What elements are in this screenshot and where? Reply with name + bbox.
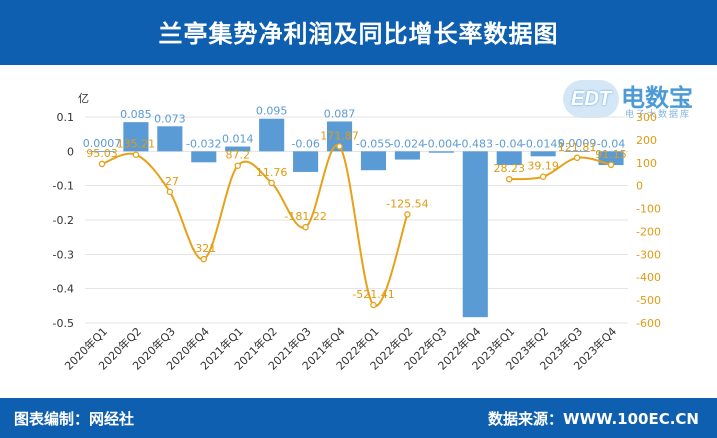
bar-label-11: -0.483	[458, 137, 493, 150]
line-label-3: -321	[191, 242, 216, 255]
growth-line-1	[509, 156, 612, 181]
y2-tick-label: -200	[636, 225, 661, 238]
y2-tick-label: -100	[636, 203, 661, 216]
bar-label-6: -0.06	[291, 137, 319, 150]
line-point-2	[166, 188, 174, 196]
line-label-9: -125.54	[386, 197, 428, 210]
logo-subtext: 电子大数据库	[625, 110, 692, 120]
y2-tick-label: 0	[636, 180, 643, 193]
line-point-6	[302, 223, 309, 231]
footer-left: 图表编制：网经社	[14, 410, 135, 428]
bar-9	[394, 151, 420, 160]
line-label-13: 39.19	[527, 160, 559, 173]
line-label-1: 135.21	[117, 138, 156, 151]
bar-6	[293, 151, 319, 172]
line-label-4: 87.2	[225, 149, 250, 162]
y-tick-label: 0.1	[57, 111, 75, 124]
y2-tick-label: 100	[636, 157, 657, 170]
line-label-14: 121.81	[558, 141, 597, 154]
y-tick-label: -0.1	[53, 180, 74, 193]
bar-label-9: -0.024	[390, 137, 425, 150]
bar-8	[360, 151, 387, 171]
bar-10	[428, 151, 454, 153]
bar-label-12: -0.04	[495, 137, 523, 150]
bar-label-10: -0.004	[424, 137, 459, 150]
bar-4	[225, 146, 251, 152]
bar-14	[564, 151, 590, 152]
y2-tick-label: 300	[636, 111, 657, 124]
line-label-5: 11.76	[256, 166, 288, 179]
y2-tick-label: -300	[636, 248, 661, 261]
y2-tick-label: -400	[636, 271, 661, 284]
footer-right: 数据来源：WWW.100EC.CN	[488, 410, 699, 428]
bar-0	[89, 151, 115, 152]
bar-label-4: 0.014	[222, 133, 254, 146]
bar-label-13: -0.0145	[522, 137, 564, 150]
y-tick-label: -0.5	[53, 317, 74, 330]
footer-bar: 图表编制：网经社 数据来源：WWW.100EC.CN	[0, 398, 717, 438]
line-point-3	[200, 255, 208, 263]
line-point-14	[573, 154, 581, 162]
bar-label-15: -0.04	[597, 137, 625, 150]
bar-label-5: 0.095	[256, 105, 288, 118]
y-tick-label: 0	[67, 145, 74, 158]
line-label-15: 91.15	[595, 148, 627, 161]
bar-11	[462, 151, 488, 318]
bar-label-8: -0.055	[356, 137, 391, 150]
bar-label-7: 0.087	[324, 107, 356, 120]
y-tick-label: -0.2	[53, 214, 74, 227]
line-label-12: 28.23	[493, 162, 525, 175]
line-label-0: 95.03	[86, 147, 118, 160]
bar-3	[191, 151, 217, 163]
logo-badge: EDT	[571, 88, 611, 110]
bar-label-14: 0.0009	[558, 137, 597, 150]
bar-15	[598, 151, 624, 166]
logo-text: 电数宝	[621, 84, 693, 112]
line-point-5	[268, 179, 275, 187]
line-label-2: -27	[161, 175, 179, 188]
logo: EDT 电数宝 电子大数据库	[563, 74, 713, 124]
bar-label-0: 0.0007	[83, 137, 122, 150]
line-point-15	[607, 161, 615, 169]
bar-label-1: 0.085	[120, 108, 152, 121]
y-axis-unit: 亿	[78, 92, 89, 105]
bar-1	[123, 122, 149, 152]
line-label-8: -521.41	[352, 288, 394, 301]
bar-13	[530, 151, 556, 157]
y2-tick-label: -500	[636, 294, 661, 307]
line-point-8	[370, 301, 377, 309]
line-point-9	[404, 211, 411, 218]
y2-tick-label: -600	[636, 317, 661, 330]
line-point-13	[539, 173, 547, 180]
y2-tick-label: 200	[636, 134, 657, 147]
bar-5	[259, 118, 285, 152]
line-point-7	[336, 143, 343, 150]
bar-2	[157, 126, 183, 152]
line-point-4	[234, 162, 241, 169]
y-tick-label: -0.4	[53, 283, 74, 296]
line-label-6: -181.22	[284, 210, 326, 223]
line-point-12	[505, 175, 513, 183]
bar-label-3: -0.032	[186, 137, 221, 150]
cloud-icon	[563, 80, 619, 118]
header-bar: 兰亭集势净利润及同比增长率数据图	[0, 0, 717, 65]
page-title: 兰亭集势净利润及同比增长率数据图	[158, 20, 559, 48]
y-tick-label: -0.3	[53, 248, 74, 261]
line-label-7: 171.87	[320, 129, 359, 142]
line-point-0	[98, 160, 106, 168]
bar-label-2: 0.073	[154, 112, 186, 125]
bar-12	[496, 151, 522, 166]
line-point-1	[132, 151, 140, 158]
